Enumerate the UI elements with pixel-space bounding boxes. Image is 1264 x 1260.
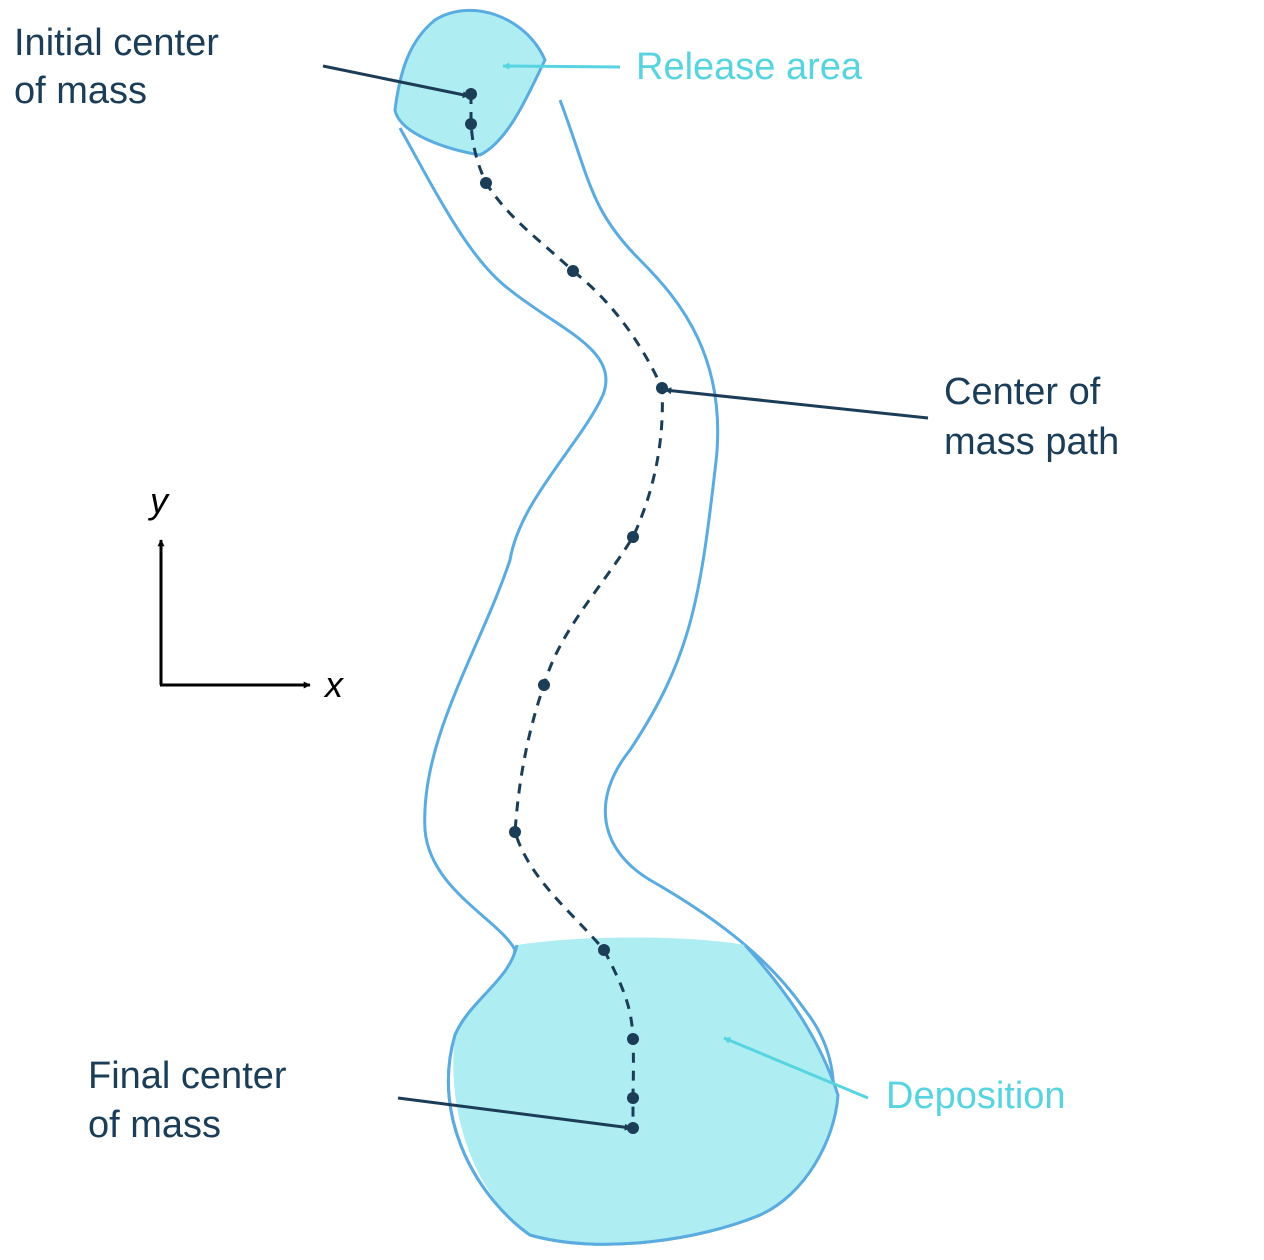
release-area-arrow	[502, 62, 621, 70]
path-point	[509, 826, 521, 838]
path-point	[627, 1033, 639, 1045]
path-point	[465, 118, 477, 130]
center-path-label-line1: Center of	[944, 371, 1101, 413]
final-center-label-line2: of mass	[88, 1104, 221, 1146]
center-path-arrow	[664, 387, 929, 420]
deposition-label: Deposition	[886, 1075, 1066, 1117]
path-point	[656, 382, 668, 394]
deposition-outline	[446, 943, 840, 1246]
deposition-area	[453, 937, 838, 1245]
x-axis-label: x	[323, 664, 345, 705]
path-point	[480, 177, 492, 189]
center-path-label-line2: mass path	[944, 421, 1119, 463]
release-area-label: Release area	[636, 46, 863, 88]
deposition-arrow	[723, 1036, 869, 1100]
axes: y x	[147, 480, 345, 705]
initial-center-label-line2: of mass	[14, 70, 147, 112]
release-area	[393, 8, 547, 157]
path-point	[538, 679, 550, 691]
path-point	[567, 265, 579, 277]
path-point	[465, 88, 477, 100]
final-center-arrow	[397, 1096, 632, 1131]
final-center-label-line1: Final center	[88, 1055, 287, 1097]
y-axis-label: y	[147, 480, 170, 521]
initial-center-label-line1: Initial center	[14, 22, 219, 64]
path-point	[627, 531, 639, 543]
initial-center-arrow	[322, 64, 470, 99]
path-point	[627, 1092, 639, 1104]
path-point	[598, 944, 610, 956]
